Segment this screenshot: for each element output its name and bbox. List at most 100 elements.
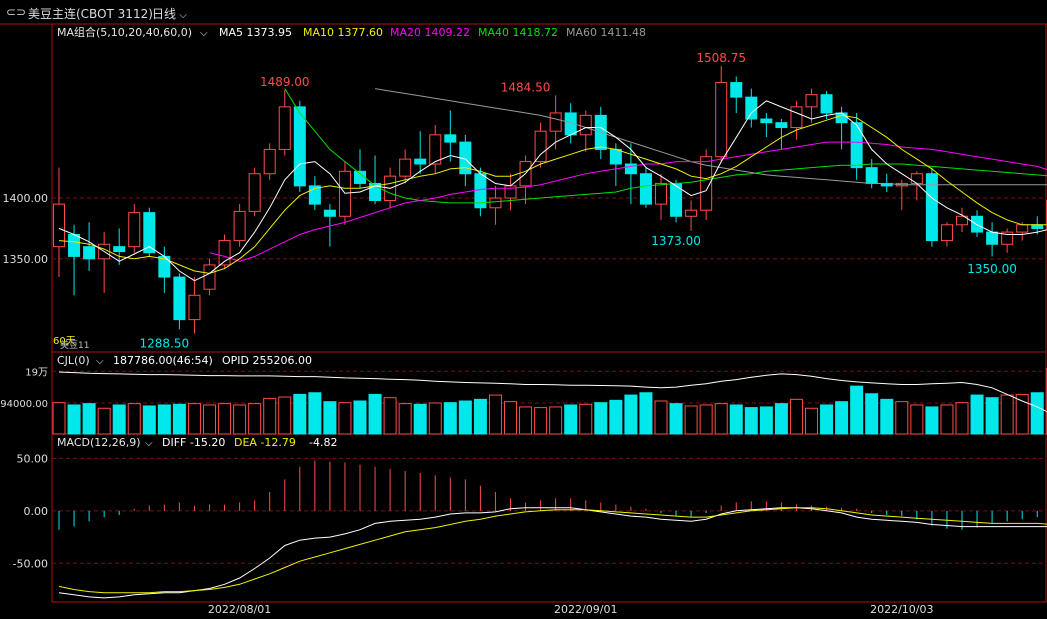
volume-bar	[323, 401, 337, 435]
candle-body	[715, 82, 728, 158]
candle-body	[1016, 224, 1029, 233]
volume-bar	[203, 404, 216, 435]
candle-body	[910, 173, 923, 184]
candle-body	[143, 212, 156, 254]
volume-bar	[699, 404, 713, 435]
macd-panel-frame	[51, 433, 1047, 603]
candle-body	[489, 197, 502, 209]
volume-bar	[895, 401, 909, 435]
price-tick-label: 1400.00	[3, 192, 49, 205]
macd-histogram	[58, 460, 1047, 599]
ma-combo-chevron-icon[interactable]: ⌵	[200, 28, 208, 39]
candle-body	[429, 134, 442, 165]
macd-tick-label: 50.00	[17, 452, 49, 465]
candle-body	[730, 82, 743, 98]
ma40-legend: MA40 1418.72	[478, 26, 558, 39]
price-annotation: 1288.50	[140, 337, 190, 351]
candle-body	[534, 130, 547, 163]
volume-bar	[383, 397, 397, 435]
candle-body	[700, 156, 713, 211]
volume-bar	[519, 406, 533, 435]
price-annotations: 1489.00 1484.50 1508.75 1288.50 1373.00 1350.…	[140, 51, 1017, 351]
period-selector[interactable]: 日线 ⌵	[152, 5, 187, 22]
candle-body	[639, 173, 652, 205]
volume-bar	[488, 394, 502, 435]
macd-label[interactable]: MACD(12,26,9)	[57, 436, 141, 449]
opid-line	[58, 371, 1047, 413]
volume-tick-label: 19万	[25, 367, 48, 378]
ma-combo-label[interactable]: MA组合(5,10,20,40,60,0)	[57, 25, 192, 39]
candle-body	[323, 209, 336, 217]
volume-bar	[248, 403, 262, 435]
volume-bar	[353, 400, 367, 435]
range-label: 60天	[53, 336, 76, 347]
volume-bar	[473, 398, 487, 435]
volume-bar	[1030, 392, 1044, 435]
macd-tick-label: -50.00	[13, 557, 48, 570]
volume-tick-label: 94000.00	[0, 399, 48, 410]
volume-bar	[142, 405, 156, 435]
ma5-legend: MA5 1373.95	[219, 26, 292, 39]
candle-body	[53, 203, 65, 248]
candle-body	[775, 122, 788, 129]
candle-body	[865, 167, 878, 184]
volume-bar	[789, 398, 803, 435]
instrument-title[interactable]: 美豆主连(CBOT 3112)	[28, 7, 153, 21]
volume-bar	[52, 402, 66, 435]
volume-bar	[564, 404, 578, 435]
volume-bar	[413, 403, 427, 435]
macd-value: -4.82	[309, 436, 337, 449]
volume-bar	[443, 402, 457, 435]
volume-bar	[308, 392, 322, 435]
cjl-chevron-icon[interactable]: ⌵	[96, 356, 104, 367]
title-bar: ⊂⊃ 美豆主连(CBOT 3112) 日线 ⌵	[0, 0, 1047, 24]
y-axis-labels: 1400.00 1350.00 19万 94000.00 50.00 0.00 -50.00	[0, 192, 48, 570]
volume-bar	[1015, 393, 1029, 435]
volume-bar	[233, 404, 247, 435]
date-label: 2022/10/03	[870, 603, 933, 616]
link-icon[interactable]: ⊂⊃	[6, 5, 27, 19]
volume-bar	[187, 403, 201, 435]
volume-bars	[52, 368, 1047, 435]
volume-bar	[985, 397, 999, 435]
ma60-line	[375, 88, 1047, 186]
candle-body	[760, 118, 773, 124]
volume-bar	[157, 404, 171, 435]
volume-bar	[759, 406, 773, 435]
moving-average-lines	[58, 88, 1047, 282]
volume-bar	[368, 393, 382, 435]
price-tick-label: 1350.00	[3, 253, 49, 266]
candle-body	[128, 212, 141, 248]
dea-value: DEA -12.79	[234, 436, 296, 449]
candle-body	[263, 148, 276, 175]
volume-bar	[458, 400, 472, 435]
volume-bar	[774, 403, 788, 435]
ma20-line	[209, 141, 1047, 262]
volume-bar	[639, 392, 653, 435]
candle-body	[685, 209, 698, 217]
price-annotation: 1350.00	[967, 262, 1017, 276]
candle-body	[218, 240, 231, 266]
volume-bar	[955, 402, 969, 435]
volume-bar	[940, 404, 954, 435]
candle-body	[1031, 224, 1044, 229]
volume-bar	[97, 407, 111, 435]
volume-bar	[398, 403, 412, 435]
volume-bar	[850, 385, 864, 435]
candle-body	[203, 264, 216, 290]
volume-bar	[504, 401, 517, 435]
range-sublabel: 美豆11	[60, 339, 89, 351]
candle-body	[940, 224, 953, 242]
candle-body	[233, 210, 246, 242]
volume-bar	[820, 404, 834, 435]
volume-bar	[594, 402, 608, 435]
price-annotation: 1508.75	[696, 51, 746, 65]
volume-bar	[278, 396, 292, 435]
volume-bar	[67, 404, 81, 435]
macd-chevron-icon[interactable]: ⌵	[145, 438, 153, 449]
candle-body	[354, 170, 366, 184]
cjl-label[interactable]: CJL(0)	[57, 354, 90, 367]
candle-body	[986, 231, 999, 245]
cjl-volume-value: 187786.00(46:54)	[113, 354, 213, 367]
